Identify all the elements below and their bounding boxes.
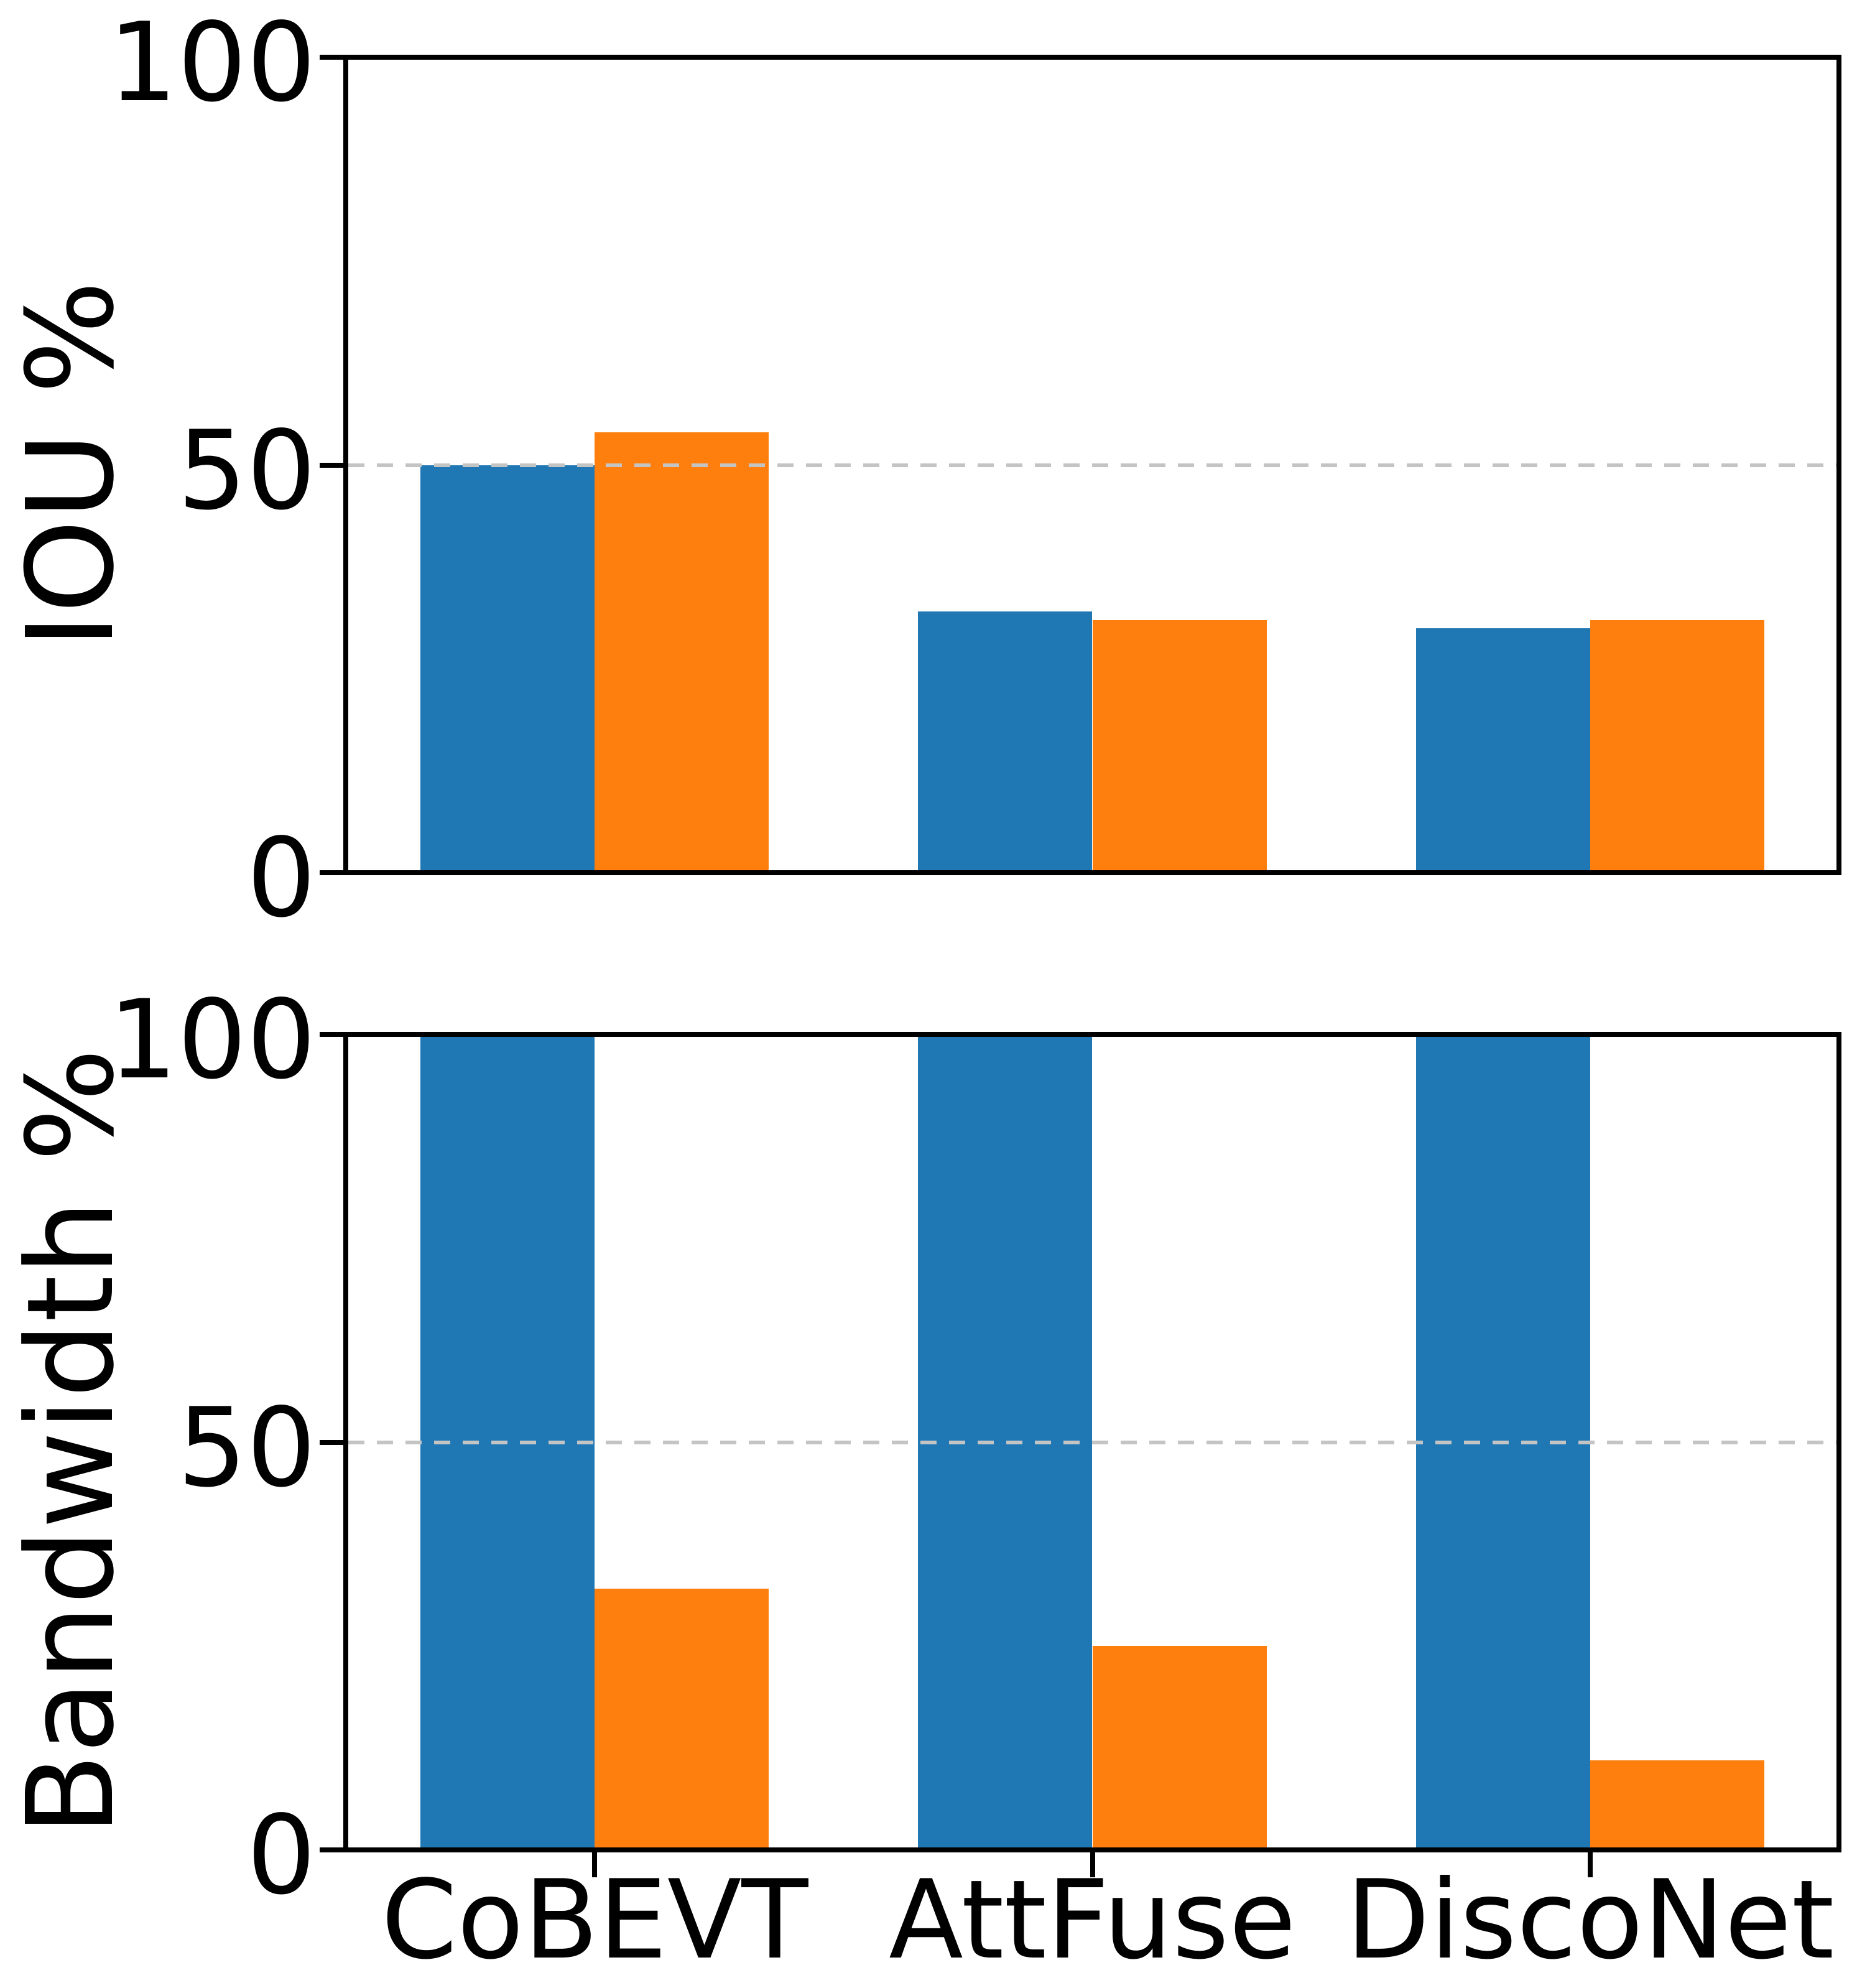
gridline-50 <box>348 1440 1836 1444</box>
y-tick-label-50: 50 <box>177 407 316 534</box>
x-tick-label-disconet: DiscoNet <box>1346 1857 1835 1984</box>
y-tick-mark-50 <box>320 462 343 468</box>
x-tick-mark-cobevt <box>592 1852 598 1877</box>
bar-attfuse-orange <box>1092 620 1267 873</box>
y-tick-mark-100 <box>320 55 343 60</box>
y-tick-label-50: 50 <box>177 1385 316 1512</box>
y-tick-label-0: 0 <box>246 815 316 942</box>
bandwidth-axis-label: Bandwidth % <box>2 1048 141 1836</box>
bar-cobevt-orange <box>595 432 769 873</box>
y-tick-mark-100 <box>320 1032 343 1037</box>
y-tick-mark-50 <box>320 1439 343 1445</box>
bar-disconet-blue <box>1415 628 1590 873</box>
bar-disconet-orange <box>1590 620 1764 873</box>
y-tick-mark-0 <box>320 870 343 875</box>
bar-cobevt-blue <box>420 465 595 873</box>
bar-disconet-orange <box>1590 1760 1764 1850</box>
bar-attfuse-blue <box>918 611 1093 873</box>
x-tick-label-attfuse: AttFuse <box>889 1857 1296 1984</box>
iou-axis-label: IOU % <box>2 281 141 649</box>
bar-cobevt-orange <box>595 1589 769 1850</box>
y-tick-label-100: 100 <box>108 0 316 126</box>
y-tick-mark-0 <box>320 1847 343 1852</box>
gridline-50 <box>348 463 1836 467</box>
x-tick-mark-attfuse <box>1090 1852 1095 1877</box>
x-tick-mark-disconet <box>1587 1852 1593 1877</box>
bar-attfuse-orange <box>1092 1646 1267 1850</box>
y-tick-label-0: 0 <box>246 1793 316 1919</box>
x-tick-label-cobevt: CoBEVT <box>381 1857 808 1984</box>
y-tick-label-100: 100 <box>108 977 316 1103</box>
